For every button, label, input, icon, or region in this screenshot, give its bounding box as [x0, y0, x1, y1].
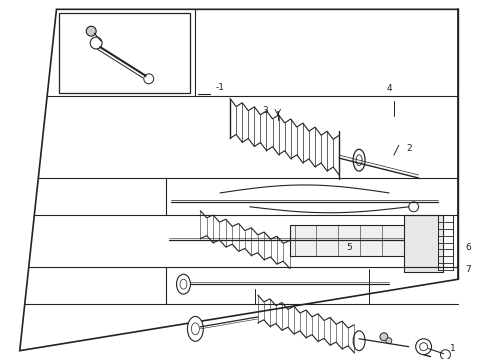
Circle shape: [144, 74, 154, 84]
Ellipse shape: [188, 316, 203, 341]
Circle shape: [386, 338, 392, 344]
Circle shape: [86, 26, 96, 36]
Text: 6: 6: [466, 243, 471, 252]
Ellipse shape: [353, 331, 365, 351]
Text: 5: 5: [346, 243, 352, 252]
Circle shape: [441, 350, 450, 360]
Circle shape: [90, 37, 102, 49]
Ellipse shape: [192, 323, 199, 335]
Ellipse shape: [176, 274, 191, 294]
Text: 7: 7: [466, 265, 471, 274]
Ellipse shape: [406, 217, 421, 223]
Text: -1: -1: [215, 83, 224, 92]
Ellipse shape: [406, 240, 421, 247]
Bar: [59, 13, 191, 93]
Circle shape: [409, 202, 418, 212]
Text: 1: 1: [450, 344, 456, 353]
Ellipse shape: [405, 229, 422, 235]
Polygon shape: [20, 9, 458, 351]
Text: 2: 2: [407, 144, 413, 153]
Ellipse shape: [353, 149, 365, 171]
Bar: [290, 225, 409, 256]
Ellipse shape: [407, 253, 420, 258]
Text: 4: 4: [387, 84, 392, 93]
Circle shape: [380, 333, 388, 341]
Ellipse shape: [180, 279, 187, 289]
Circle shape: [419, 343, 428, 351]
Text: 3: 3: [262, 106, 268, 115]
Bar: [404, 215, 443, 272]
Ellipse shape: [356, 155, 362, 166]
Circle shape: [416, 339, 432, 355]
